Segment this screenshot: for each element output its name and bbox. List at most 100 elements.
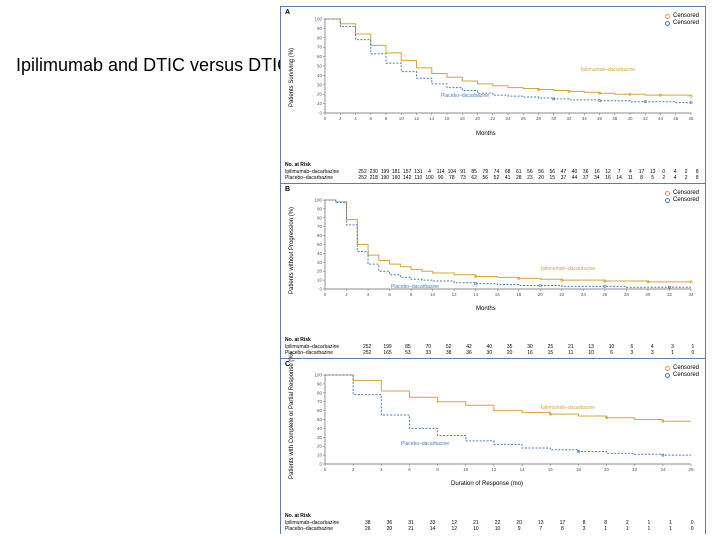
svg-text:16: 16 <box>548 467 554 472</box>
svg-text:30: 30 <box>317 435 323 440</box>
panel-b-ylabel: Patients without Progression (%) <box>289 207 295 294</box>
svg-text:34: 34 <box>688 292 694 297</box>
svg-text:80: 80 <box>317 215 323 220</box>
svg-text:90: 90 <box>317 26 323 31</box>
legend-text-1c: Censored <box>673 365 699 371</box>
panel-c-ylabel: Patients with Complete or Partial Respon… <box>289 352 295 479</box>
svg-text:60: 60 <box>317 408 323 413</box>
svg-text:70: 70 <box>317 399 323 404</box>
svg-text:0: 0 <box>324 467 327 472</box>
risk-b-row2-vals: 2521655333383630201615111063310 <box>357 350 703 356</box>
panel-c-curve2-label: Placebo–dacarbazine <box>401 441 449 447</box>
svg-text:18: 18 <box>576 467 582 472</box>
svg-text:30: 30 <box>317 260 323 265</box>
svg-text:42: 42 <box>643 116 649 121</box>
svg-text:6: 6 <box>369 116 372 121</box>
legend-marker-ipi <box>665 366 670 371</box>
svg-text:36: 36 <box>597 116 603 121</box>
risk-c-row2-label: Placebo–dacarbazine <box>285 526 357 532</box>
svg-text:8: 8 <box>385 116 388 121</box>
svg-text:90: 90 <box>317 381 323 386</box>
risk-title-c: No. at Risk <box>285 513 703 519</box>
svg-text:30: 30 <box>317 82 323 87</box>
legend-text-1b: Censored <box>673 190 699 196</box>
svg-text:0: 0 <box>319 287 322 292</box>
svg-text:2: 2 <box>345 292 348 297</box>
svg-text:100: 100 <box>314 198 322 203</box>
svg-text:22: 22 <box>490 116 496 121</box>
svg-text:4: 4 <box>367 292 370 297</box>
panel-c: C Censored Censored Patients with Comple… <box>281 359 705 534</box>
risk-a-row2-label: Placebo–dacarbazine <box>285 175 357 181</box>
svg-text:8: 8 <box>436 467 439 472</box>
svg-text:28: 28 <box>624 292 630 297</box>
svg-text:6: 6 <box>388 292 391 297</box>
svg-text:20: 20 <box>317 269 323 274</box>
svg-text:12: 12 <box>491 467 497 472</box>
svg-text:24: 24 <box>660 467 666 472</box>
panel-a-ylabel: Patients Surviving (%) <box>289 48 295 107</box>
panel-a: A Censored Censored Patients Surviving (… <box>281 7 705 184</box>
panel-a-chart: 0102030405060708090100024681012141618202… <box>307 17 695 127</box>
panel-b-label: B <box>285 186 290 193</box>
svg-text:70: 70 <box>317 45 323 50</box>
svg-text:24: 24 <box>581 292 587 297</box>
svg-text:24: 24 <box>505 116 511 121</box>
svg-text:90: 90 <box>317 206 323 211</box>
svg-text:30: 30 <box>645 292 651 297</box>
panel-b-xlabel: Months <box>476 306 496 312</box>
svg-text:16: 16 <box>495 292 501 297</box>
svg-text:60: 60 <box>317 233 323 238</box>
svg-text:20: 20 <box>475 116 481 121</box>
risk-c-row2-vals: 26202114121010978311110 <box>357 526 703 532</box>
svg-text:44: 44 <box>658 116 664 121</box>
svg-text:2: 2 <box>352 467 355 472</box>
svg-text:14: 14 <box>429 116 435 121</box>
risk-title-a: No. at Risk <box>285 162 703 168</box>
svg-text:10: 10 <box>463 467 469 472</box>
panel-b-chart: 0102030405060708090100024681012141618202… <box>307 198 695 303</box>
svg-text:60: 60 <box>317 54 323 59</box>
svg-text:10: 10 <box>317 278 323 283</box>
svg-text:100: 100 <box>314 17 322 22</box>
svg-text:30: 30 <box>551 116 557 121</box>
svg-text:0: 0 <box>319 462 322 467</box>
svg-text:4: 4 <box>380 467 383 472</box>
svg-text:26: 26 <box>521 116 527 121</box>
svg-text:0: 0 <box>324 292 327 297</box>
panel-c-chart: 0102030405060708090100024681012141618202… <box>307 373 695 478</box>
panel-a-curve1-label: Ipilimumab–dacarbazine <box>581 67 635 73</box>
svg-text:40: 40 <box>317 73 323 78</box>
panel-b-curve1-label: Ipilimumab–dacarbazine <box>541 266 595 272</box>
svg-text:48: 48 <box>688 116 694 121</box>
svg-text:2: 2 <box>339 116 342 121</box>
svg-text:10: 10 <box>317 101 323 106</box>
svg-text:80: 80 <box>317 35 323 40</box>
svg-text:8: 8 <box>410 292 413 297</box>
svg-text:40: 40 <box>627 116 633 121</box>
panel-a-curve2-label: Placebo–dacarbazine <box>441 93 489 99</box>
panel-a-label: A <box>285 9 290 16</box>
panel-c-xlabel: Duration of Response (mo) <box>451 481 523 487</box>
svg-text:0: 0 <box>324 116 327 121</box>
svg-text:70: 70 <box>317 224 323 229</box>
legend-marker-ipi <box>665 191 670 196</box>
risk-title-b: No. at Risk <box>285 337 703 343</box>
svg-text:10: 10 <box>399 116 405 121</box>
panel-b-risk-table: No. at Risk Ipilimumab–dacarbazine252199… <box>285 337 703 356</box>
svg-text:50: 50 <box>317 64 323 69</box>
svg-text:18: 18 <box>516 292 522 297</box>
svg-text:20: 20 <box>538 292 544 297</box>
svg-text:32: 32 <box>667 292 673 297</box>
svg-text:10: 10 <box>317 453 323 458</box>
svg-text:0: 0 <box>319 111 322 116</box>
panel-c-curve1-label: Ipilimumab–dacarbazine <box>541 405 595 411</box>
svg-text:50: 50 <box>317 417 323 422</box>
svg-text:28: 28 <box>536 116 542 121</box>
panel-b-curve2-label: Placebo–dacarbazine <box>391 284 439 290</box>
panel-b: B Censored Censored Patients without Pro… <box>281 184 705 359</box>
svg-text:12: 12 <box>452 292 458 297</box>
svg-text:4: 4 <box>354 116 357 121</box>
svg-text:40: 40 <box>317 426 323 431</box>
risk-a-row2-vals: 2522181901601421101009078736256524128232… <box>357 175 703 181</box>
